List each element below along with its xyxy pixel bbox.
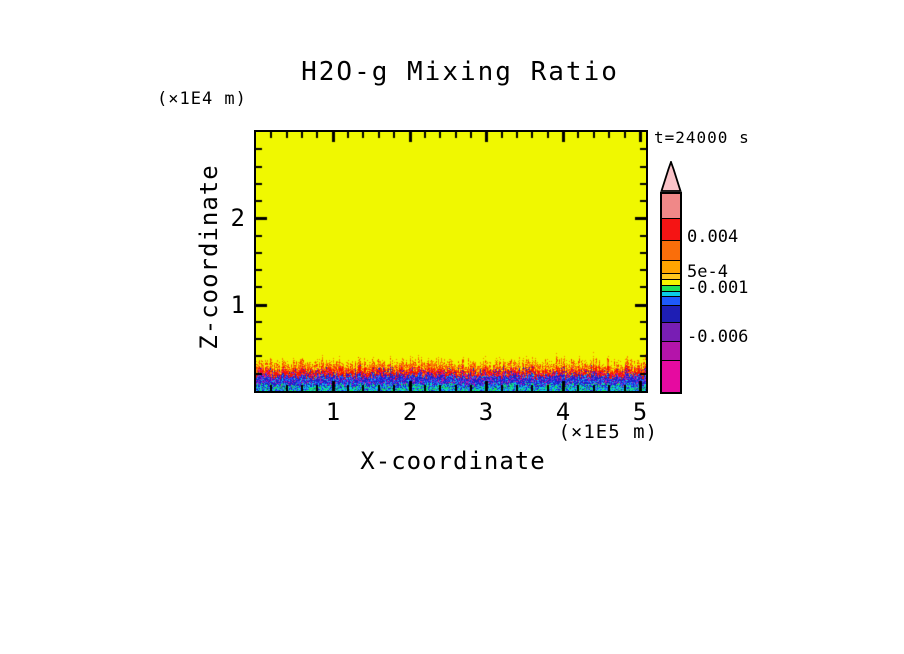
colorbar-segment: [662, 360, 680, 392]
time-annotation: t=24000 s: [654, 128, 750, 147]
colorbar-segment: [662, 341, 680, 360]
x-axis-title: X-coordinate: [360, 447, 546, 475]
x-tick-label: 4: [555, 398, 571, 426]
y-axis-unit-label: (×1E4 m): [157, 89, 247, 109]
x-tick-label: 5: [632, 398, 648, 426]
x-tick-label: 1: [325, 398, 341, 426]
colorbar-tick-label: 5e-4: [687, 262, 728, 282]
colorbar-arrow-tip: [660, 161, 682, 192]
colorbar-segment: [662, 218, 680, 240]
plot-title: H2O-g Mixing Ratio: [301, 57, 619, 87]
colorbar-tick-label: 0.004: [687, 227, 739, 247]
colorbar-segment: [662, 273, 680, 279]
y-axis-title: Z-coordinate: [195, 164, 223, 350]
colorbar-segment: [662, 291, 680, 296]
y-tick-label: 2: [230, 204, 245, 232]
colorbar-tick-label: -0.006: [687, 327, 749, 347]
colorbar-segment: [662, 296, 680, 305]
colorbar-segment: [662, 285, 680, 291]
colorbar-segment: [662, 305, 680, 322]
x-axis-unit-label: (×1E5 m): [558, 421, 658, 443]
x-tick-label: 2: [402, 398, 418, 426]
colorbar-segment: [662, 322, 680, 341]
y-tick-label: 1: [230, 291, 245, 319]
heatmap-canvas: [256, 132, 646, 391]
x-tick-label: 3: [478, 398, 494, 426]
colorbar-segment: [662, 240, 680, 260]
colorbar: [660, 192, 682, 394]
colorbar-tick-label: -0.001: [687, 278, 749, 298]
colorbar-segment: [662, 194, 680, 218]
plot-frame: [254, 130, 648, 393]
colorbar-segment: [662, 260, 680, 273]
colorbar-segment: [662, 279, 680, 285]
